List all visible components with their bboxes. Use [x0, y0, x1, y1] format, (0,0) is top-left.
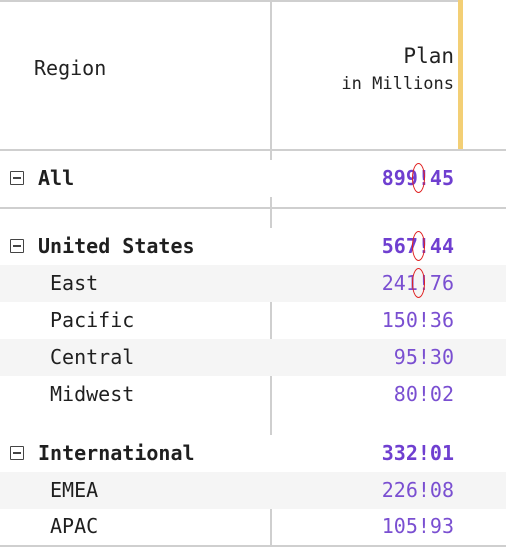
table-row-midwest[interactable]: Midwest 80!02	[0, 376, 506, 413]
collapse-toggle-icon[interactable]	[10, 171, 24, 185]
row-label: East	[50, 271, 99, 295]
annotation-circle-icon	[412, 268, 425, 298]
column-resize-handle[interactable]	[458, 0, 463, 150]
row-label: United States	[38, 234, 195, 258]
plan-unit-label: in Millions	[341, 74, 454, 94]
collapse-toggle-icon[interactable]	[10, 446, 24, 460]
table-row-emea[interactable]: EMEA 226!08	[0, 472, 506, 509]
region-column-header[interactable]: Region	[34, 56, 107, 80]
table-row-united-states[interactable]: United States 567!44	[0, 228, 506, 265]
table-row-central[interactable]: Central 95!30	[0, 339, 506, 376]
collapse-toggle-icon[interactable]	[10, 239, 24, 253]
row-label: Midwest	[50, 382, 135, 406]
row-label: International	[38, 441, 195, 465]
row-value: 226!08	[381, 478, 454, 502]
table-row-international[interactable]: International 332!01	[0, 435, 506, 472]
row-label: APAC	[50, 514, 99, 538]
row-value: 80!02	[393, 382, 454, 406]
row-value: 105!93	[381, 514, 454, 538]
annotation-circle-icon	[412, 231, 425, 261]
table-row-east[interactable]: East 241!76	[0, 265, 506, 302]
row-label: Pacific	[50, 308, 135, 332]
annotation-circle-icon	[412, 163, 425, 193]
table-row-pacific[interactable]: Pacific 150!36	[0, 302, 506, 339]
plan-column-header[interactable]: Plan	[403, 44, 454, 68]
row-value: 150!36	[381, 308, 454, 332]
row-label: Central	[50, 345, 135, 369]
row-value: 332!01	[381, 441, 454, 465]
bottom-border	[0, 545, 506, 547]
table-row-apac[interactable]: APAC 105!93	[0, 508, 506, 545]
row-label: EMEA	[50, 478, 99, 502]
section-divider	[0, 207, 506, 209]
top-border	[0, 0, 462, 2]
row-label: All	[38, 166, 75, 190]
row-value: 95!30	[393, 345, 454, 369]
table-row-all[interactable]: All 899!45	[0, 160, 506, 197]
header-bottom-border	[0, 149, 506, 151]
